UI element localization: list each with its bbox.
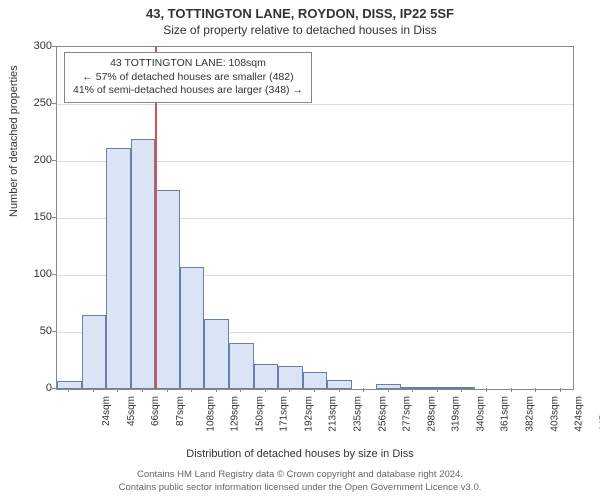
chart-subtitle: Size of property relative to detached ho… — [0, 21, 600, 37]
x-tick — [560, 388, 561, 392]
x-tick-label: 340sqm — [475, 396, 486, 432]
x-tick-label: 319sqm — [451, 396, 462, 432]
x-tick-label: 256sqm — [377, 396, 388, 432]
x-tick — [461, 388, 462, 392]
x-tick-label: 382sqm — [525, 396, 536, 432]
y-tick-label: 0 — [12, 382, 52, 394]
x-tick-label: 361sqm — [500, 396, 511, 432]
histogram-bar — [426, 387, 451, 389]
x-tick-label: 277sqm — [402, 396, 413, 432]
y-tick-label: 150 — [12, 211, 52, 223]
info-box: 43 TOTTINGTON LANE: 108sqm ← 57% of deta… — [64, 52, 312, 103]
histogram-bar — [450, 387, 475, 389]
x-tick — [142, 388, 143, 392]
footer-line-1: Contains HM Land Registry data © Crown c… — [0, 469, 600, 481]
y-tick-label: 300 — [12, 40, 52, 52]
x-tick-label: 213sqm — [328, 396, 339, 432]
histogram-bar — [278, 366, 303, 389]
x-tick-label: 129sqm — [230, 396, 241, 432]
histogram-bar — [401, 387, 426, 389]
histogram-bar — [229, 343, 254, 389]
histogram-bar — [82, 315, 107, 389]
x-tick-label: 108sqm — [205, 396, 216, 432]
x-tick-label: 235sqm — [353, 396, 364, 432]
x-tick — [68, 388, 69, 392]
histogram-bar — [131, 139, 156, 389]
histogram-bar — [180, 267, 205, 389]
x-tick-label: 150sqm — [254, 396, 265, 432]
x-tick — [93, 388, 94, 392]
x-axis-label: Distribution of detached houses by size … — [0, 448, 600, 460]
gridline — [57, 104, 573, 105]
y-axis-label: Number of detached properties — [8, 65, 20, 217]
x-tick — [265, 388, 266, 392]
histogram-bar — [303, 372, 328, 389]
info-line-2: ← 57% of detached houses are smaller (48… — [73, 71, 303, 85]
histogram-bar — [204, 319, 229, 389]
y-tick-label: 100 — [12, 268, 52, 280]
x-tick-label: 424sqm — [574, 396, 585, 432]
x-tick — [339, 388, 340, 392]
y-tick-label: 50 — [12, 325, 52, 337]
info-line-3: 41% of semi-detached houses are larger (… — [73, 84, 303, 98]
histogram-bar — [155, 190, 180, 390]
x-tick — [511, 388, 512, 392]
chart-footer: Contains HM Land Registry data © Crown c… — [0, 469, 600, 494]
x-tick — [289, 388, 290, 392]
x-tick — [216, 388, 217, 392]
histogram-bar — [254, 364, 279, 389]
histogram-bar — [57, 381, 82, 389]
x-tick-label: 87sqm — [175, 396, 186, 426]
x-tick — [314, 388, 315, 392]
histogram-bar — [376, 384, 401, 389]
x-tick — [240, 388, 241, 392]
info-line-1: 43 TOTTINGTON LANE: 108sqm — [73, 57, 303, 71]
x-tick — [388, 388, 389, 392]
x-tick — [486, 388, 487, 392]
x-tick-label: 171sqm — [279, 396, 290, 432]
x-tick — [437, 388, 438, 392]
chart-title: 43, TOTTINGTON LANE, ROYDON, DISS, IP22 … — [0, 0, 600, 21]
x-tick-label: 298sqm — [426, 396, 437, 432]
x-tick-label: 403sqm — [549, 396, 560, 432]
x-tick — [363, 388, 364, 392]
x-tick — [412, 388, 413, 392]
y-tick-label: 200 — [12, 154, 52, 166]
x-tick-label: 192sqm — [303, 396, 314, 432]
histogram-bar — [327, 380, 352, 389]
chart-container: 43, TOTTINGTON LANE, ROYDON, DISS, IP22 … — [0, 0, 600, 500]
x-tick — [167, 388, 168, 392]
x-tick — [117, 388, 118, 392]
x-tick — [535, 388, 536, 392]
x-tick-label: 45sqm — [126, 396, 137, 426]
footer-line-2: Contains public sector information licen… — [0, 482, 600, 494]
x-tick — [191, 388, 192, 392]
x-tick-label: 24sqm — [101, 396, 112, 426]
y-tick-label: 250 — [12, 97, 52, 109]
x-tick-label: 66sqm — [150, 396, 161, 426]
histogram-bar — [106, 148, 131, 389]
